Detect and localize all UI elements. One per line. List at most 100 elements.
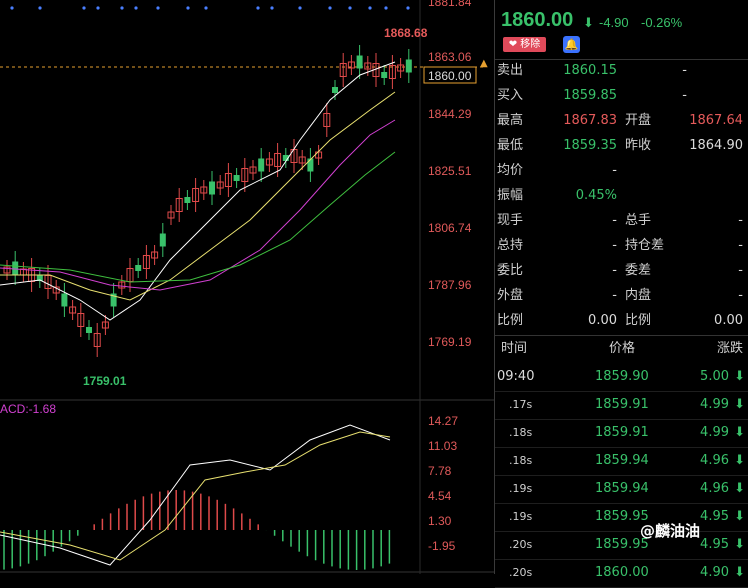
quote-row: 买入 1859.85 -: [495, 83, 748, 108]
ticks-header-time: 时间: [501, 341, 528, 356]
candle-body: [347, 61, 355, 69]
event-dot: [38, 6, 42, 10]
candle-body: [323, 113, 331, 127]
event-markers: [10, 6, 410, 10]
event-dot: [10, 6, 14, 10]
remove-label: 移除: [520, 39, 541, 50]
alert-bell-button[interactable]: 🔔: [563, 36, 580, 53]
down-arrow-icon: ⬇: [734, 453, 745, 468]
event-dot: [186, 6, 190, 10]
tick-time: .17s: [509, 398, 533, 411]
event-dot: [328, 6, 332, 10]
tick-time: .19s: [509, 482, 533, 495]
down-arrow-icon: ⬇: [734, 537, 745, 552]
quote-row: 振幅 0.45%: [495, 183, 748, 208]
tick-row[interactable]: .20s 1859.95 4.95 ⬇: [495, 531, 748, 560]
candle-body: [142, 255, 150, 269]
candle-body: [381, 72, 388, 78]
macd-axis-label: 7.78: [428, 464, 452, 478]
candle-body: [159, 233, 166, 247]
event-dot: [368, 6, 372, 10]
quote-header: 1860.00 ⬇ -4.90 -0.26% ❤ 移除 🔔: [495, 0, 748, 60]
tick-row[interactable]: .19s 1859.94 4.96 ⬇: [495, 475, 748, 504]
candle-body: [364, 62, 372, 70]
tick-price: 1860.00: [595, 565, 649, 580]
tick-row[interactable]: .19s 1859.95 4.95 ⬇: [495, 503, 748, 532]
kline-chart[interactable]: 1881.84 1863.06 1844.29 1825.51 1806.74 …: [0, 0, 494, 574]
down-arrow-icon: ⬇: [734, 425, 745, 440]
tick-row[interactable]: .18s 1859.91 4.99 ⬇: [495, 419, 748, 448]
tick-price: 1859.94: [595, 453, 649, 468]
quote-label: 外盘: [497, 288, 524, 303]
quote-value: 1859.85: [563, 88, 617, 103]
candle-body: [274, 153, 282, 167]
ma30-line: [0, 151, 396, 283]
quote-value: -: [612, 213, 617, 228]
quote-label: 持仓差: [625, 238, 665, 253]
down-arrow-icon: ⬇: [734, 509, 745, 524]
candle-body: [265, 158, 273, 166]
candle-body: [249, 166, 257, 174]
candle-body: [388, 65, 396, 79]
heart-icon: ❤: [508, 39, 518, 50]
tick-change: 4.99: [700, 397, 729, 412]
price-axis-label: 1863.06: [428, 50, 472, 64]
tick-row[interactable]: .18s 1859.94 4.96 ⬇: [495, 447, 748, 476]
watermark: @麟油油: [640, 522, 701, 540]
moving-average-lines: [0, 61, 396, 321]
divider: [495, 59, 748, 60]
tick-price: 1859.95: [595, 537, 649, 552]
chart-canvas[interactable]: 1881.84 1863.06 1844.29 1825.51 1806.74 …: [0, 0, 494, 574]
candle-body: [332, 87, 338, 93]
candle-body: [258, 158, 265, 172]
ticks-header-price: 价格: [609, 341, 636, 356]
quote-value: -: [738, 263, 743, 278]
quote-label: 最低: [497, 138, 524, 153]
macd-dif-line: [0, 424, 391, 566]
down-arrow-icon: ⬇: [583, 15, 594, 30]
candle-body: [86, 327, 92, 333]
quote-label: 买入: [497, 88, 524, 103]
quote-panel: 1860.00 ⬇ -4.90 -0.26% ❤ 移除 🔔 卖出 1860.15-…: [494, 0, 748, 588]
price-change-pct: -0.26%: [641, 15, 683, 30]
event-dot: [156, 6, 160, 10]
quote-value: 1859.35: [563, 138, 617, 153]
quote-row: 比例 0.00 比例 0.00: [495, 308, 748, 333]
candle-body: [298, 156, 306, 164]
quote-label: 委比: [497, 263, 524, 278]
quote-row: 总持 - 持仓差 -: [495, 233, 748, 258]
candle-body: [77, 313, 85, 327]
quote-label: 现手: [497, 213, 524, 228]
candle-body: [101, 321, 109, 329]
quote-value: -: [682, 88, 687, 103]
candle-body: [356, 55, 363, 69]
candle-body: [135, 265, 142, 271]
quote-value: -: [738, 288, 743, 303]
tick-change: 5.00: [700, 369, 729, 384]
candle-body: [216, 181, 224, 189]
quote-value: -: [612, 163, 617, 178]
quote-row: 均价 -: [495, 158, 748, 183]
event-dot: [134, 6, 138, 10]
price-axis-label: 1825.51: [428, 164, 472, 178]
ticks-header-change: 涨跌: [717, 341, 744, 356]
quote-label: 内盘: [625, 288, 652, 303]
quote-value: 0.00: [588, 313, 617, 328]
down-arrow-icon: ⬇: [734, 565, 745, 580]
quote-row: 现手 - 总手 -: [495, 208, 748, 233]
tick-row[interactable]: .17s 1859.91 4.99 ⬇: [495, 391, 748, 420]
down-arrow-icon: ⬇: [734, 397, 745, 412]
candle-body: [167, 211, 175, 219]
price-axis-label: 1844.29: [428, 107, 472, 121]
tick-row[interactable]: 09:40 1859.90 5.00 ⬇: [495, 363, 748, 392]
candle-body: [224, 173, 232, 187]
event-dot: [204, 6, 208, 10]
event-dot: [348, 6, 352, 10]
tick-time: .20s: [509, 566, 533, 579]
quote-row: 最高 1867.83 开盘 1867.64: [495, 108, 748, 133]
remove-watchlist-button[interactable]: ❤ 移除: [503, 37, 546, 52]
quote-row: 卖出 1860.15 -: [495, 58, 748, 83]
quote-label: 开盘: [625, 113, 652, 128]
event-dot: [298, 6, 302, 10]
quote-label: 比例: [625, 313, 652, 328]
